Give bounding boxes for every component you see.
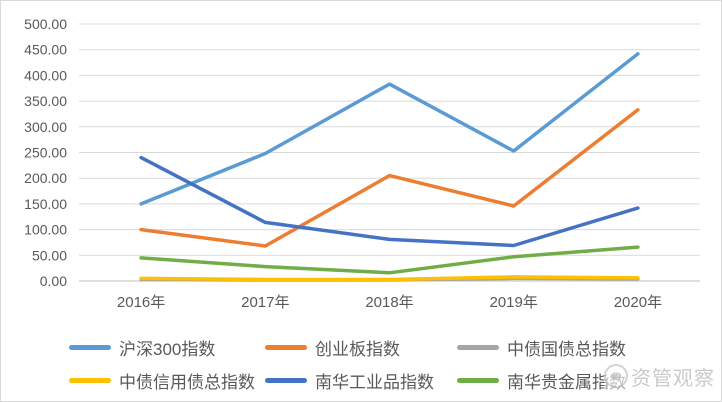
chart-legend: 沪深300指数 创业板指数 中债国债总指数 中债信用债总指数 南华工业品指数 [69, 331, 717, 397]
legend-item-gov-bond: 中债国债总指数 [457, 335, 717, 360]
gov-bond-line-marker [457, 345, 499, 350]
watermark-text: 资管观察 [631, 367, 715, 390]
credit-bond-line-marker [69, 378, 111, 383]
watermark-mascot-icon [604, 364, 628, 388]
legend-label-gov-bond: 中债国债总指数 [507, 340, 626, 359]
series-line-6 [139, 245, 640, 275]
series-line-1 [139, 52, 640, 206]
legend-label-nanhua-precious-metal: 南华贵金属指数 [507, 373, 626, 392]
y-axis-tick-label: 0.00 [40, 273, 67, 289]
x-axis-tick-label: 2016年 [117, 294, 165, 311]
legend-item-nanhua-precious-metal: 南华贵金属指数 [457, 368, 717, 393]
legend-label-chinext: 创业板指数 [315, 340, 400, 359]
series-line-5 [139, 155, 640, 248]
y-axis-tick-label: 250.00 [24, 145, 67, 161]
nanhua-industrial-line-marker [265, 378, 307, 383]
y-axis-tick-label: 300.00 [24, 119, 67, 135]
y-axis-tick-label: 150.00 [24, 196, 67, 212]
series-line-2 [139, 108, 640, 248]
y-axis-tick-label: 200.00 [24, 170, 67, 186]
chinext-line-marker [265, 345, 307, 350]
x-axis-tick-label: 2019年 [490, 294, 538, 311]
legend-row-1: 沪深300指数 创业板指数 中债国债总指数 [69, 331, 717, 364]
legend-label-hs300: 沪深300指数 [119, 340, 216, 359]
watermark: 资管观察 [604, 361, 715, 391]
legend-item-nanhua-industrial: 南华工业品指数 [265, 368, 457, 393]
legend-label-nanhua-industrial: 南华工业品指数 [315, 373, 434, 392]
y-axis-tick-label: 500.00 [24, 16, 67, 32]
line-chart-plot: 500.00 450.00 400.00 350.00 300.00 250.00 200.… [24, 16, 700, 311]
legend-label-credit-bond: 中债信用债总指数 [119, 373, 255, 392]
y-axis-tick-label: 350.00 [24, 93, 67, 109]
series-line-4 [139, 275, 640, 282]
y-axis-tick-label: 50.00 [32, 247, 67, 263]
nanhua-precious-metal-line-marker [457, 378, 499, 383]
y-axis-tick-label: 400.00 [24, 67, 67, 83]
x-axis-tick-label: 2018年 [365, 294, 413, 311]
legend-item-credit-bond: 中债信用债总指数 [69, 368, 265, 393]
x-axis-tick-label: 2017年 [241, 294, 289, 311]
legend-row-2: 中债信用债总指数 南华工业品指数 南华贵金属指数 [69, 364, 717, 397]
y-axis-tick-label: 100.00 [24, 222, 67, 238]
hs300-line-marker [69, 345, 111, 350]
legend-item-hs300: 沪深300指数 [69, 335, 265, 360]
y-axis-tick-label: 450.00 [24, 42, 67, 58]
x-axis-tick-label: 2020年 [614, 294, 662, 311]
legend-item-chinext: 创业板指数 [265, 335, 457, 360]
